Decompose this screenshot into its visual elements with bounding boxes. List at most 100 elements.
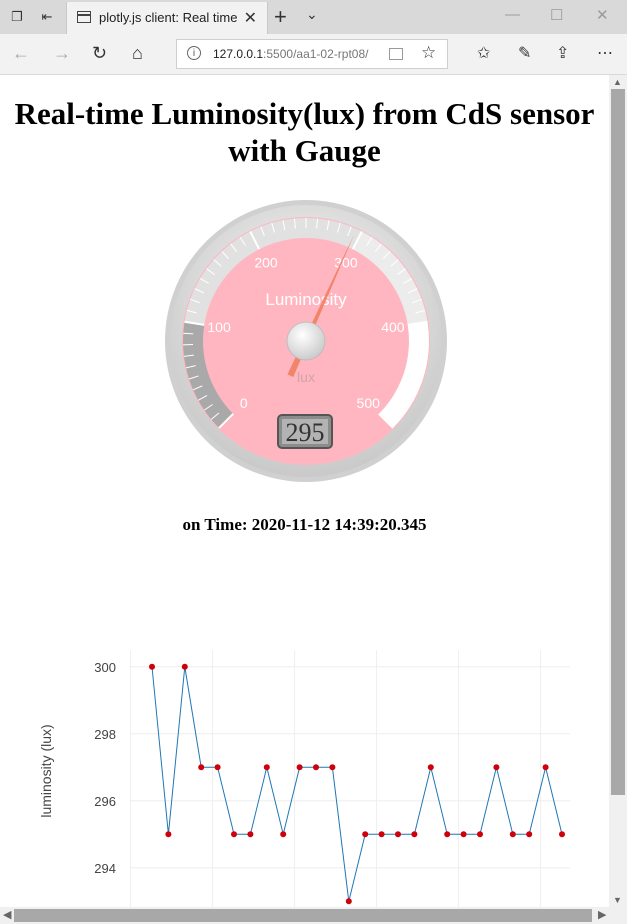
minimize-icon[interactable]: — xyxy=(505,6,520,23)
gauge-minor-tick xyxy=(374,243,382,253)
address-bar[interactable]: i 127.0.0.1:5500/aa1-02-rpt08/ ☆ xyxy=(176,39,448,69)
data-point xyxy=(181,663,188,670)
favorite-star-icon[interactable]: ☆ xyxy=(421,43,437,62)
gauge-major-tick xyxy=(184,320,205,326)
browser-tab[interactable]: plotly.js client: Real time ✕ xyxy=(66,2,268,34)
gauge-minor-tick xyxy=(271,222,275,233)
tab-title: plotly.js client: Real time xyxy=(99,10,238,25)
gauge-minor-tick xyxy=(412,298,422,304)
gauge-tick-label: 100 xyxy=(207,319,231,335)
more-icon[interactable]: ⋯ xyxy=(597,45,613,62)
gauge-minor-tick xyxy=(190,298,200,304)
gauge-tick-label: 500 xyxy=(357,395,381,411)
y-tick-label: 296 xyxy=(94,794,116,809)
data-point xyxy=(296,764,303,771)
gauge-minor-tick xyxy=(366,236,373,246)
data-point xyxy=(345,898,352,905)
horizontal-scrollbar[interactable]: ◀ ▶ xyxy=(0,907,627,924)
gauge-minor-tick xyxy=(382,250,391,259)
gauge-major-tick xyxy=(378,413,394,429)
scroll-right-icon[interactable]: ▶ xyxy=(598,909,607,921)
gauge-title: Luminosity xyxy=(265,290,347,309)
gauge-minor-tick xyxy=(186,309,197,314)
data-point xyxy=(165,831,172,838)
data-point xyxy=(198,764,205,771)
gauge-minor-tick xyxy=(239,236,246,246)
gauge-minor-tick xyxy=(404,395,415,401)
gauge-minor-tick xyxy=(409,385,420,391)
gauge-minor-tick xyxy=(416,365,427,369)
gauge-major-tick xyxy=(218,413,234,429)
close-tab-icon[interactable]: ✕ xyxy=(243,10,257,27)
gauge-minor-tick xyxy=(399,404,409,411)
gauge-hub xyxy=(286,321,326,361)
share-icon[interactable]: ⇪ xyxy=(556,45,570,62)
gauge-minor-tick xyxy=(194,288,204,294)
scroll-down-icon[interactable]: ▼ xyxy=(613,895,622,905)
gauge-minor-tick xyxy=(326,220,330,231)
data-point xyxy=(395,831,401,838)
gauge-minor-tick xyxy=(293,218,296,229)
maximize-icon[interactable]: ☐ xyxy=(550,7,564,24)
scroll-up-icon[interactable]: ▲ xyxy=(613,77,622,87)
data-point xyxy=(542,764,549,771)
gauge-minor-tick xyxy=(418,354,429,357)
data-point xyxy=(460,831,467,838)
browser-tab-bar: ❐ ⇤ plotly.js client: Real time ✕ + ⌄ — … xyxy=(0,0,627,34)
gauge-value-box-inner xyxy=(282,419,328,444)
gauge-major-tick xyxy=(407,320,428,326)
tab-actions-icon[interactable]: ❐ xyxy=(11,9,23,24)
gauge-minor-tick xyxy=(415,309,426,314)
home-icon[interactable]: ⌂ xyxy=(132,43,143,63)
gauge-minor-tick xyxy=(183,332,194,335)
info-icon[interactable]: i xyxy=(187,46,201,60)
y-axis-label: luminosity (lux) xyxy=(38,724,54,817)
gauge-minor-tick xyxy=(418,332,429,335)
back-icon[interactable]: ← xyxy=(12,43,30,63)
y-tick-label: 300 xyxy=(94,660,116,675)
favorites-icon[interactable]: ✩ xyxy=(477,45,491,62)
close-window-icon[interactable]: ✕ xyxy=(596,7,609,24)
horizontal-scroll-thumb[interactable] xyxy=(14,909,592,922)
gauge-major-tick xyxy=(249,230,261,250)
chevron-down-icon[interactable]: ⌄ xyxy=(306,6,318,22)
vertical-scroll-thumb[interactable] xyxy=(611,89,625,795)
refresh-icon[interactable]: ↻ xyxy=(92,43,108,63)
url-host: 127.0.0.1 xyxy=(213,47,264,61)
data-point xyxy=(559,831,565,838)
gauge-minor-tick xyxy=(183,354,194,357)
data-point xyxy=(411,831,418,838)
y-tick-label: 294 xyxy=(94,861,116,876)
forward-icon[interactable]: → xyxy=(53,43,71,63)
page-content: Real-time Luminosity(lux) from CdS senso… xyxy=(0,75,609,908)
gauge-minor-tick xyxy=(397,268,406,275)
data-point xyxy=(231,831,237,838)
url-path: :5500/aa1-02-rpt08/ xyxy=(263,47,369,61)
timestamp-label: on Time: 2020-11-12 14:39:20.345 xyxy=(182,515,427,534)
new-tab-button[interactable]: + xyxy=(274,4,287,29)
page-icon xyxy=(77,11,91,23)
gauge-highlight-0 xyxy=(183,321,234,428)
vertical-scrollbar[interactable]: ▲ ▼ xyxy=(609,75,627,908)
gauge-minor-tick xyxy=(230,243,238,253)
data-point xyxy=(263,764,270,771)
gauge-minor-tick xyxy=(260,226,265,237)
pen-icon[interactable]: ✎ xyxy=(518,45,532,62)
line-chart-svg: 294 296 298 300 luminosity (lux) xyxy=(38,650,570,908)
data-point xyxy=(493,764,500,771)
set-tabs-aside-icon[interactable]: ⇤ xyxy=(41,9,53,24)
data-point xyxy=(149,663,155,670)
gauge-tick-label: 400 xyxy=(381,319,405,335)
gauge-minor-tick xyxy=(347,226,352,237)
reading-view-icon[interactable] xyxy=(389,48,403,60)
scroll-left-icon[interactable]: ◀ xyxy=(3,909,12,921)
gauge-minor-tick xyxy=(403,277,413,284)
data-point xyxy=(313,764,319,771)
gauge-minor-tick xyxy=(197,395,208,401)
y-tick-label: 298 xyxy=(94,727,116,742)
url-text: 127.0.0.1:5500/aa1-02-rpt08/ xyxy=(213,47,368,61)
gauge-minor-tick xyxy=(199,277,209,284)
data-point xyxy=(444,831,451,838)
gauge-minor-tick xyxy=(390,259,399,267)
gauge-minor-tick xyxy=(316,218,319,229)
